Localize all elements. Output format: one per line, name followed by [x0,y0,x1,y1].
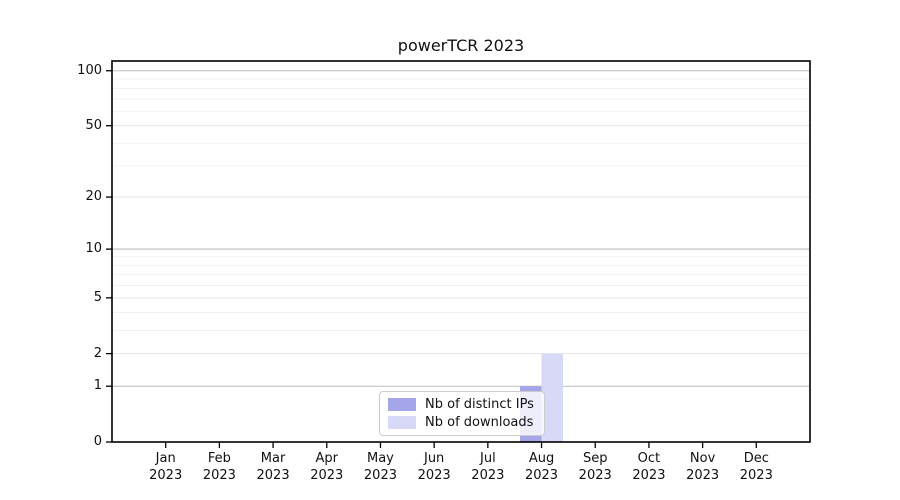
x-tick-label: Sep 2023 [578,451,612,483]
bar-1-month-8 [541,353,564,442]
legend-item-downloads: Nb of downloads [388,415,534,430]
legend-label-downloads: Nb of downloads [425,415,534,430]
x-tick-label: Jul 2023 [471,451,505,483]
x-tick-label: Oct 2023 [632,451,666,483]
chart-title: powerTCR 2023 [397,36,525,55]
plot-border [111,60,811,443]
x-tick-label: Feb 2023 [202,451,236,483]
x-tick-label: Dec 2023 [739,451,773,483]
y-tick-label: 10 [85,241,102,257]
y-tick-label: 5 [93,289,102,305]
legend-label-distinct-ips: Nb of distinct IPs [425,397,534,412]
x-tick-label: Apr 2023 [310,451,344,483]
y-tick-label: 0 [93,434,102,449]
x-tick-label: Nov 2023 [686,451,720,483]
x-tick-label: Aug 2023 [524,451,559,483]
legend-item-distinct-ips: Nb of distinct IPs [388,397,534,412]
y-tick-label: 2 [93,345,102,361]
x-tick-label: Jan 2023 [149,451,183,483]
legend-swatch-downloads [388,416,416,429]
legend-swatch-distinct-ips [388,398,416,411]
x-tick-label: Jun 2023 [417,451,451,483]
x-tick-label: Mar 2023 [256,451,290,483]
y-tick-label: 50 [85,117,102,133]
y-tick-label: 100 [77,62,102,78]
x-tick-label: May 2023 [363,451,397,483]
y-tick-label: 1 [93,378,102,394]
legend: Nb of distinct IPs Nb of downloads [379,391,545,436]
y-tick-label: 20 [85,189,102,205]
